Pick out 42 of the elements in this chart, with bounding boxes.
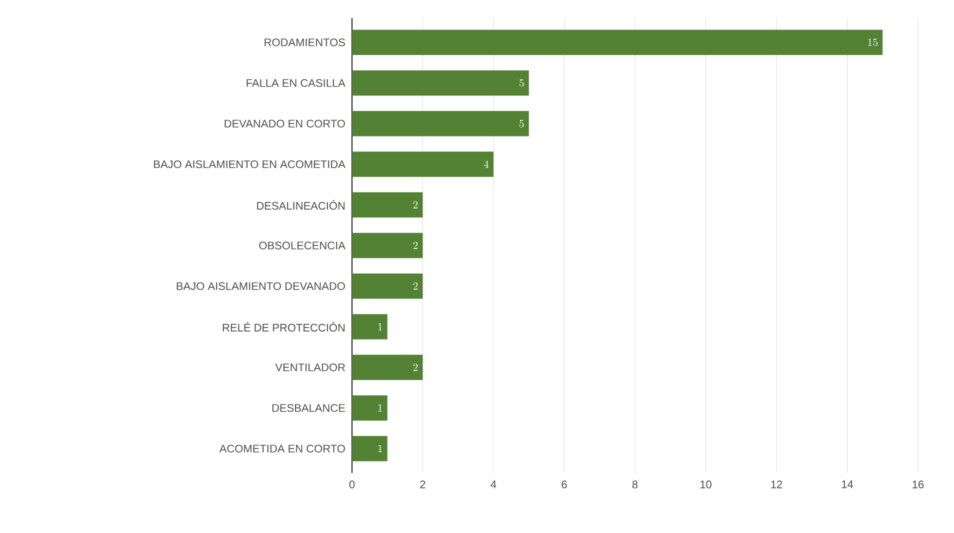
data-label: 1 [378, 404, 382, 412]
data-label: 4 [484, 160, 489, 168]
x-tick-label: 4 [490, 480, 496, 488]
y-tick-label: VENTILADOR [275, 363, 345, 372]
data-label: 2 [413, 201, 418, 208]
bar [352, 30, 883, 55]
data-label: 2 [413, 242, 418, 250]
data-label: 5 [519, 120, 524, 128]
y-tick-label: DEVANADO EN CORTO [224, 120, 345, 128]
bar [352, 152, 494, 177]
y-tick-label: OBSOLECENCIA [259, 242, 346, 250]
y-tick-label: FALLA EN CASILLA [246, 79, 346, 87]
x-tick-label: 0 [349, 480, 355, 488]
y-tick-label: DESBALANCE [272, 404, 345, 412]
x-tick-label: 2 [420, 480, 426, 488]
data-label: 1 [378, 444, 382, 452]
x-tick-label: 10 [700, 480, 712, 488]
data-label: 5 [519, 79, 524, 87]
x-tick-label: 6 [562, 480, 567, 488]
y-tick-label: ACOMETIDA EN CORTO [219, 444, 345, 453]
x-tick-label: 16 [912, 480, 924, 488]
bar [352, 314, 388, 340]
bar [352, 70, 529, 96]
bar [352, 354, 423, 380]
data-label: 2 [413, 364, 418, 371]
y-tick-label: BAJO AISLAMIENTO DEVANADO [176, 282, 345, 290]
bar [352, 192, 423, 218]
bar [352, 395, 388, 421]
bar [352, 111, 529, 136]
x-tick-label: 12 [771, 480, 782, 488]
data-label: 2 [413, 282, 418, 290]
y-tick-label: DESALINEACIÓN [257, 200, 345, 210]
y-tick-label: RODAMIENTOS [264, 38, 345, 46]
y-tick-label: BAJO AISLAMIENTO EN ACOMETIDA [154, 160, 346, 168]
y-tick-label: RELÉ DE PROTECCIÓN [222, 322, 345, 332]
bar [352, 232, 423, 258]
x-tick-label: 14 [842, 480, 854, 488]
x-tick-label: 8 [632, 480, 638, 488]
data-label: 15 [868, 38, 878, 46]
data-label: 1 [378, 322, 382, 330]
bar [352, 436, 388, 462]
bar [352, 274, 423, 299]
